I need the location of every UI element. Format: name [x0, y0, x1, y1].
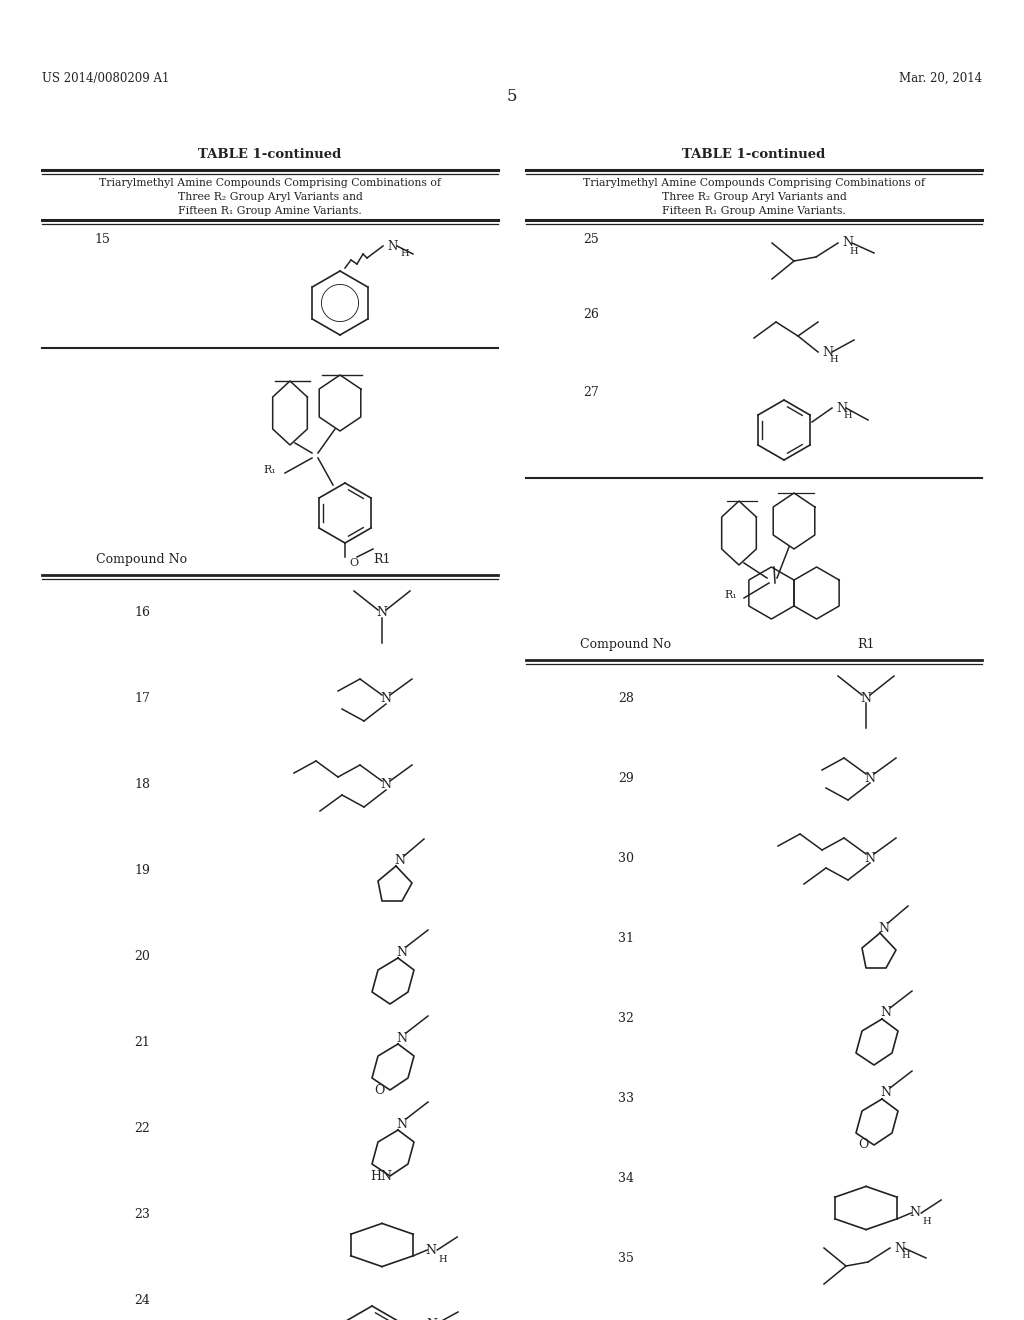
Text: 30: 30	[618, 851, 634, 865]
Text: H: H	[923, 1217, 932, 1226]
Text: US 2014/0080209 A1: US 2014/0080209 A1	[42, 73, 169, 84]
Text: 15: 15	[94, 234, 110, 246]
Text: N: N	[387, 239, 397, 252]
Text: N: N	[426, 1243, 436, 1257]
Text: N: N	[864, 771, 876, 784]
Text: N: N	[426, 1317, 437, 1320]
Text: 17: 17	[134, 693, 150, 705]
Text: 22: 22	[134, 1122, 150, 1135]
Text: TABLE 1-continued: TABLE 1-continued	[199, 148, 342, 161]
Text: 20: 20	[134, 950, 150, 964]
Text: N: N	[396, 945, 408, 958]
Text: 25: 25	[583, 234, 599, 246]
Text: O: O	[349, 558, 358, 568]
Text: N: N	[894, 1242, 905, 1254]
Text: N: N	[909, 1206, 921, 1220]
Text: R₁: R₁	[724, 590, 736, 601]
Text: Fifteen R₁ Group Amine Variants.: Fifteen R₁ Group Amine Variants.	[663, 206, 846, 216]
Text: R1: R1	[857, 638, 874, 651]
Text: 24: 24	[134, 1295, 150, 1308]
Text: N: N	[381, 693, 391, 705]
Text: Three R₂ Group Aryl Variants and: Three R₂ Group Aryl Variants and	[177, 191, 362, 202]
Text: Fifteen R₁ Group Amine Variants.: Fifteen R₁ Group Amine Variants.	[178, 206, 361, 216]
Text: 23: 23	[134, 1209, 150, 1221]
Text: TABLE 1-continued: TABLE 1-continued	[682, 148, 825, 161]
Text: R₁: R₁	[263, 465, 275, 475]
Text: Mar. 20, 2014: Mar. 20, 2014	[899, 73, 982, 84]
Text: N: N	[381, 779, 391, 792]
Text: N: N	[396, 1031, 408, 1044]
Text: Three R₂ Group Aryl Variants and: Three R₂ Group Aryl Variants and	[662, 191, 847, 202]
Text: 34: 34	[618, 1172, 634, 1184]
Text: O: O	[374, 1084, 384, 1097]
Text: 29: 29	[618, 771, 634, 784]
Text: N: N	[377, 606, 387, 619]
Text: N: N	[864, 851, 876, 865]
Text: 21: 21	[134, 1036, 150, 1049]
Text: N: N	[396, 1118, 408, 1130]
Text: 19: 19	[134, 865, 150, 878]
Text: O: O	[858, 1138, 868, 1151]
Text: HN: HN	[370, 1170, 392, 1183]
Text: 28: 28	[618, 692, 634, 705]
Text: N: N	[836, 401, 847, 414]
Text: H: H	[850, 247, 858, 256]
Text: H: H	[829, 355, 839, 364]
Text: Triarylmethyl Amine Compounds Comprising Combinations of: Triarylmethyl Amine Compounds Comprising…	[99, 178, 441, 187]
Text: 35: 35	[618, 1251, 634, 1265]
Text: H: H	[400, 248, 409, 257]
Text: 16: 16	[134, 606, 150, 619]
Text: 26: 26	[583, 308, 599, 321]
Text: 5: 5	[507, 88, 517, 106]
Text: N: N	[881, 1006, 892, 1019]
Text: 32: 32	[618, 1011, 634, 1024]
Text: N: N	[881, 1086, 892, 1100]
Text: N: N	[394, 854, 406, 867]
Text: N: N	[822, 346, 833, 359]
Text: 18: 18	[134, 779, 150, 792]
Text: Compound No: Compound No	[96, 553, 187, 566]
Text: R1: R1	[374, 553, 391, 566]
Text: H: H	[902, 1251, 910, 1261]
Text: N: N	[842, 236, 853, 249]
Text: 31: 31	[618, 932, 634, 945]
Text: 27: 27	[583, 385, 599, 399]
Text: N: N	[860, 692, 871, 705]
Text: H: H	[844, 412, 852, 421]
Text: 33: 33	[618, 1092, 634, 1105]
Text: Triarylmethyl Amine Compounds Comprising Combinations of: Triarylmethyl Amine Compounds Comprising…	[583, 178, 925, 187]
Text: Compound No: Compound No	[581, 638, 672, 651]
Text: H: H	[439, 1254, 447, 1263]
Text: N: N	[879, 921, 890, 935]
